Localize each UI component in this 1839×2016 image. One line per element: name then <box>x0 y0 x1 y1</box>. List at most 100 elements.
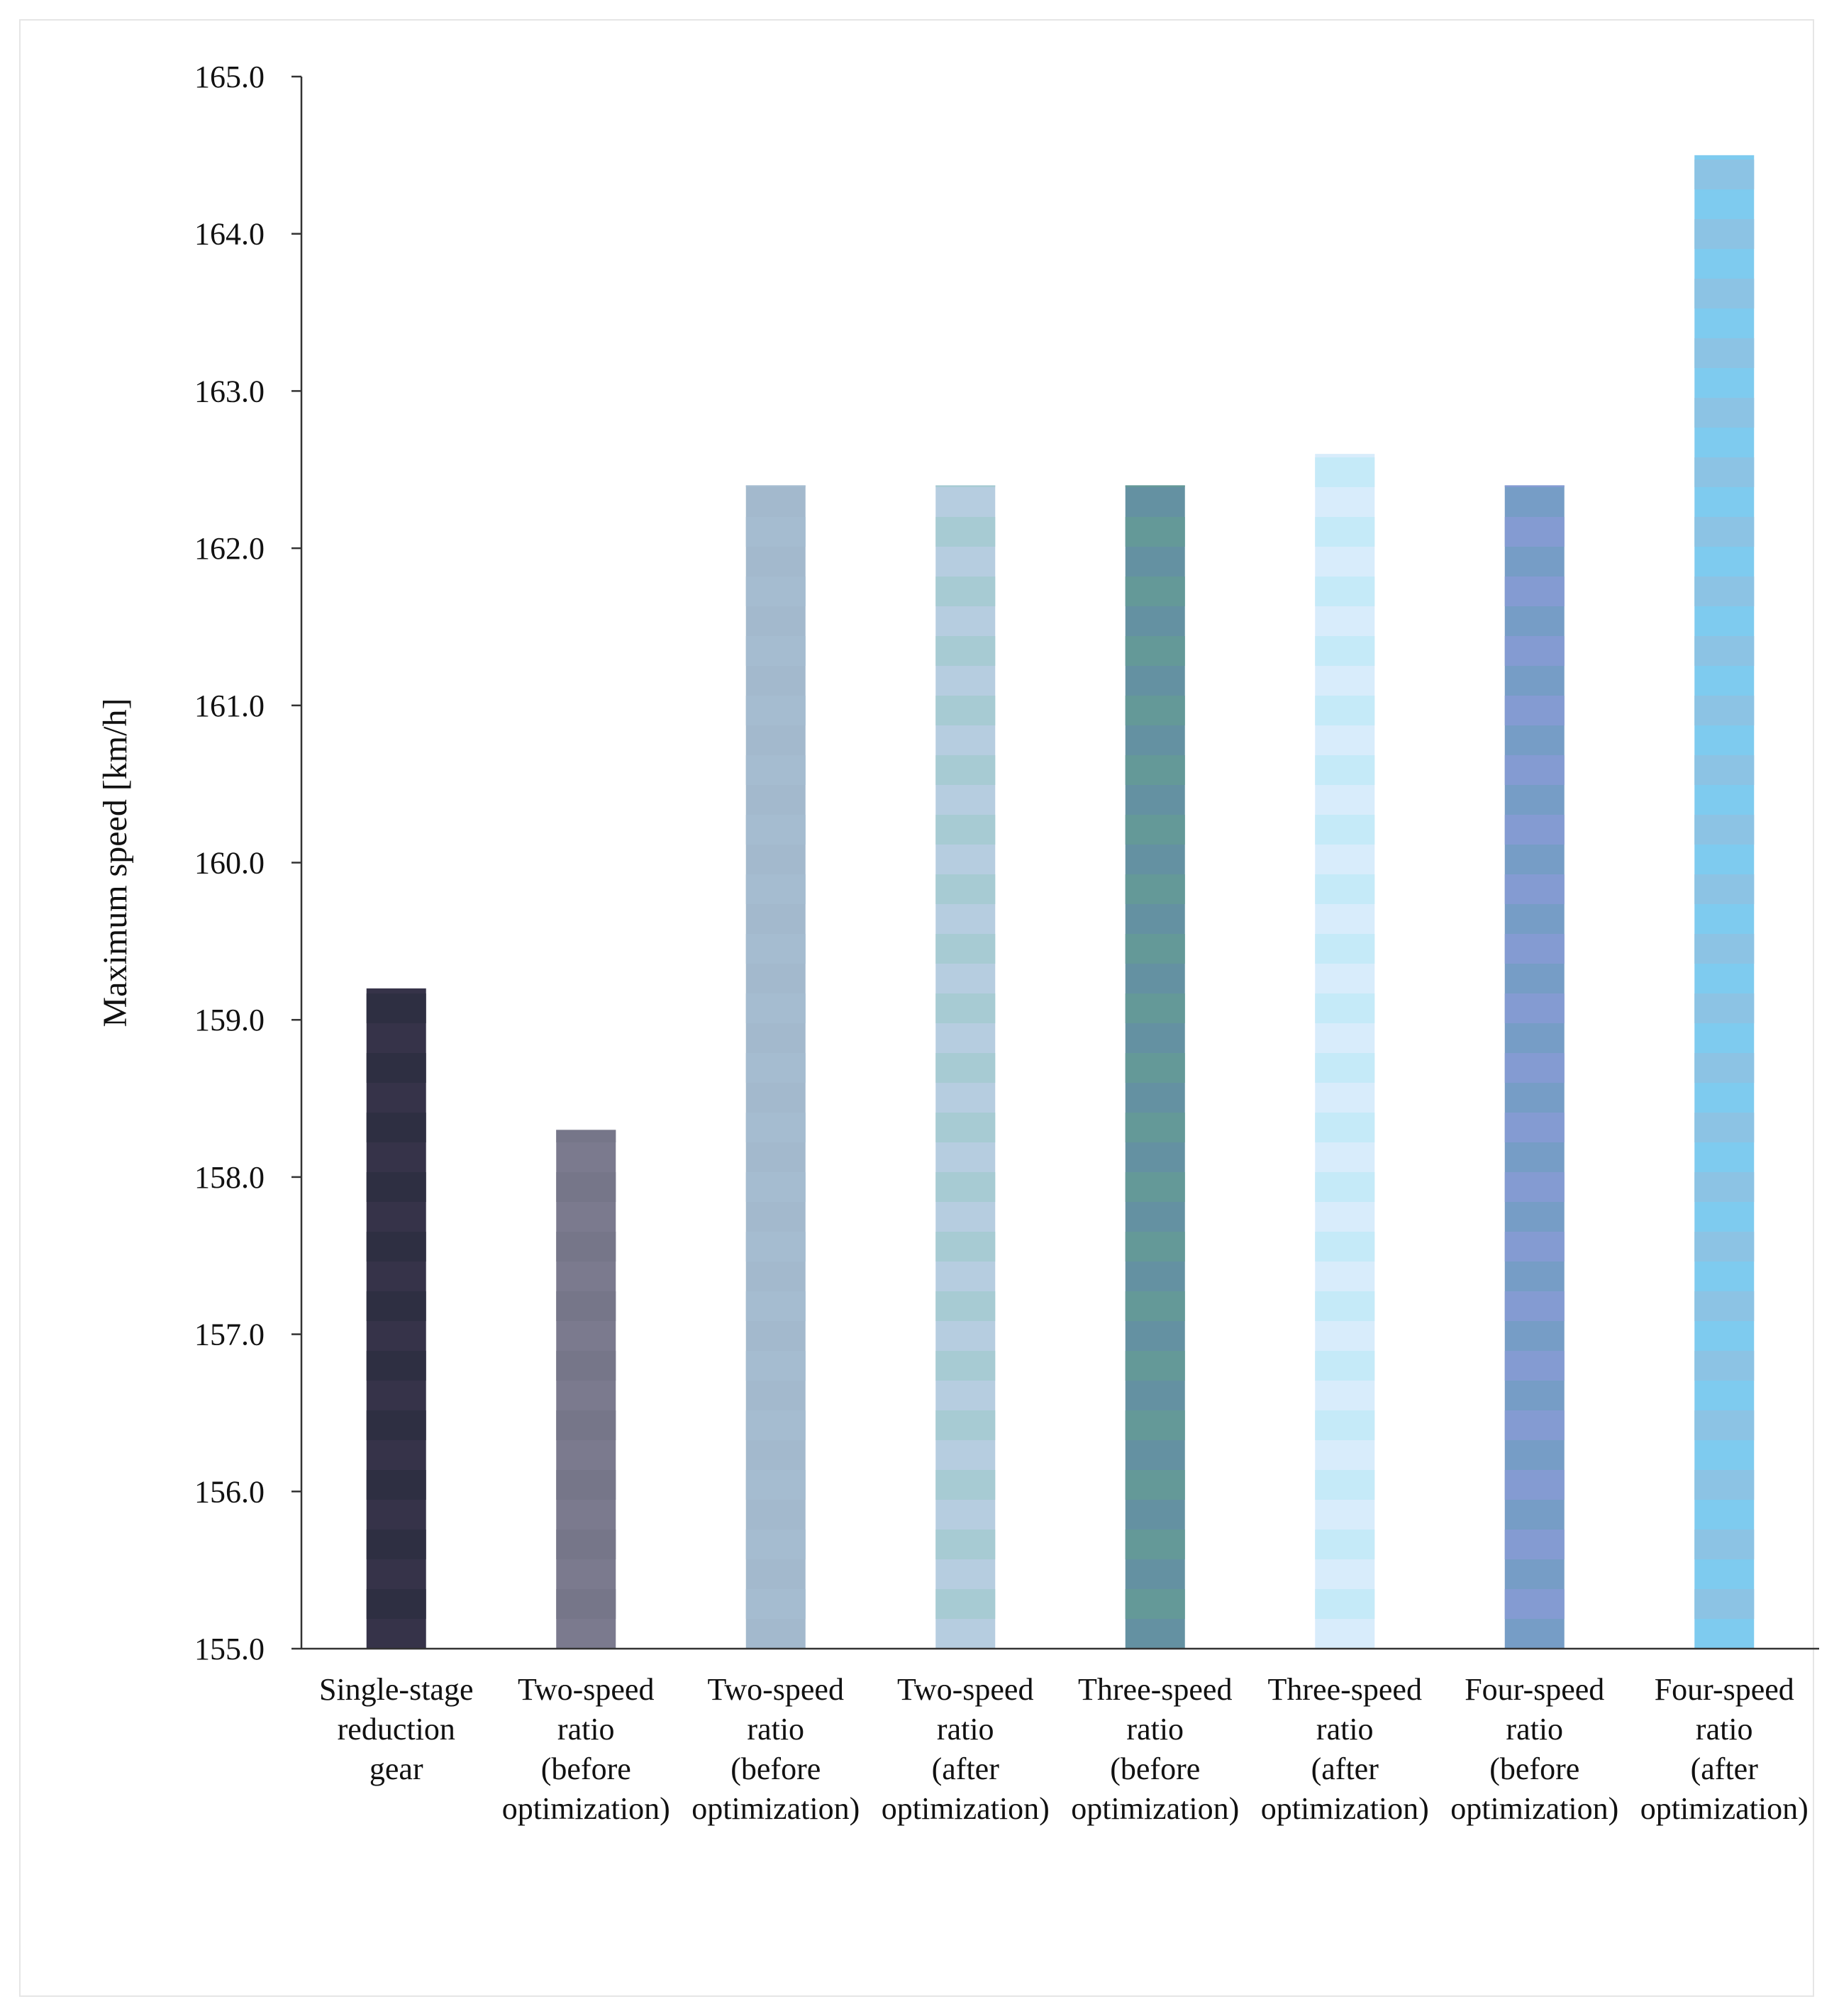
bar-stripe <box>556 1410 616 1440</box>
bar-stripe <box>1504 1232 1565 1262</box>
x-category-label: Single-stage reduction gear <box>319 1672 474 1786</box>
bar-stripe <box>1694 1589 1755 1619</box>
bar-stripe <box>745 815 806 845</box>
bar-stripe <box>1125 874 1185 904</box>
bar-stripe <box>1694 755 1755 785</box>
bar-stripe <box>745 1232 806 1262</box>
bar-stripe <box>366 1530 426 1559</box>
bar-stripe <box>745 1113 806 1142</box>
bar <box>1504 485 1565 1649</box>
bar-stripe <box>745 517 806 547</box>
bar-stripe <box>1315 636 1375 666</box>
y-tick-label: 159.0 <box>194 1003 265 1037</box>
x-category-label: Two-speed ratio (after optimization) <box>882 1672 1050 1826</box>
bar-stripe <box>1504 1530 1565 1559</box>
bar-stripe <box>1125 934 1185 964</box>
bar-stripe <box>935 1410 996 1440</box>
bar-stripe <box>1315 1291 1375 1321</box>
bar-stripe <box>1315 1470 1375 1500</box>
bar-stripe <box>1694 160 1755 189</box>
bar-stripe <box>1694 457 1755 487</box>
bar-stripe <box>1504 1113 1565 1142</box>
bar-stripe <box>745 1172 806 1202</box>
bar-stripe <box>1125 1053 1185 1083</box>
bar-stripe <box>935 1470 996 1500</box>
bar-stripe <box>745 636 806 666</box>
bars-group <box>366 155 1755 1649</box>
bar-stripe <box>935 1530 996 1559</box>
bar-stripe <box>1315 1410 1375 1440</box>
bar <box>1125 485 1185 1649</box>
x-category-label: Four-speed ratio (before optimization) <box>1450 1672 1618 1826</box>
bar-stripe <box>1315 696 1375 725</box>
bar-stripe <box>1125 636 1185 666</box>
bar-stripe <box>745 485 806 487</box>
bar-stripe <box>745 755 806 785</box>
bar-stripe <box>556 1130 616 1142</box>
bar-stripe <box>745 696 806 725</box>
bar <box>935 485 996 1649</box>
bar-stripe <box>1125 1410 1185 1440</box>
bar-stripe <box>1315 1053 1375 1083</box>
bar-stripe <box>1694 1530 1755 1559</box>
bar-stripe <box>935 1351 996 1381</box>
x-category-label: Two-speed ratio (before optimization) <box>691 1672 860 1826</box>
bar-stripe <box>1694 1351 1755 1381</box>
bar-stripe <box>1694 279 1755 308</box>
bar-stripe <box>366 1232 426 1262</box>
bar-stripe <box>366 1589 426 1619</box>
bar-stripe <box>1125 696 1185 725</box>
bar-stripe <box>1694 815 1755 845</box>
bar-stripe <box>1315 755 1375 785</box>
bar-stripe <box>1125 755 1185 785</box>
bar-stripe <box>745 1291 806 1321</box>
bar-stripe <box>366 1291 426 1321</box>
bar-stripe <box>1504 874 1565 904</box>
bar-stripe <box>1504 993 1565 1023</box>
bar-stripe <box>1504 485 1565 487</box>
bar-stripe <box>1504 755 1565 785</box>
bar-stripe <box>1125 1530 1185 1559</box>
x-axis-labels: Single-stage reduction gear Two-speed ratio(… <box>319 1672 1809 1826</box>
bar <box>745 485 806 1649</box>
bar-stripe <box>1694 993 1755 1023</box>
x-category-label: Three-speed ratio (before optimization) <box>1071 1672 1239 1826</box>
bar-stripe <box>745 1053 806 1083</box>
bar-stripe <box>935 1113 996 1142</box>
bar-stripe <box>1125 577 1185 606</box>
bar-stripe <box>1504 1172 1565 1202</box>
bar-stripe <box>1315 815 1375 845</box>
bar-stripe <box>745 1410 806 1440</box>
bar-stripe <box>745 1351 806 1381</box>
bar-stripe <box>1125 815 1185 845</box>
bar-stripe <box>366 1351 426 1381</box>
bar-stripe <box>1694 1470 1755 1500</box>
bar-stripe <box>935 934 996 964</box>
bar-stripe <box>935 993 996 1023</box>
bar-stripe <box>1504 1589 1565 1619</box>
y-tick-label: 157.0 <box>194 1318 265 1352</box>
bar-stripe <box>556 1530 616 1559</box>
y-axis-ticks: 155.0 156.0 157.0 158.0 159.0 160.0 161.0 162.0… <box>194 60 301 1666</box>
bar-stripe <box>1504 934 1565 964</box>
bar-stripe <box>556 1470 616 1500</box>
bar-stripe <box>1694 636 1755 666</box>
bar-stripe <box>366 993 426 1023</box>
bar-stripe <box>556 1172 616 1202</box>
bar-stripe <box>1504 696 1565 725</box>
bar-stripe <box>1315 1113 1375 1142</box>
bar-stripe <box>1694 517 1755 547</box>
bar-stripe <box>1315 1589 1375 1619</box>
bar-stripe <box>1125 1351 1185 1381</box>
bar-stripe <box>1315 1351 1375 1381</box>
bar-stripe <box>1694 577 1755 606</box>
bar-stripe <box>1125 1589 1185 1619</box>
bar-stripe <box>1125 1113 1185 1142</box>
bar-stripe <box>745 934 806 964</box>
bar-stripe <box>1504 577 1565 606</box>
bar-stripe <box>1125 1470 1185 1500</box>
bar <box>1315 454 1375 1649</box>
y-axis-title: Maximum speed [km/h] <box>96 698 134 1028</box>
bar-stripe <box>1694 338 1755 368</box>
